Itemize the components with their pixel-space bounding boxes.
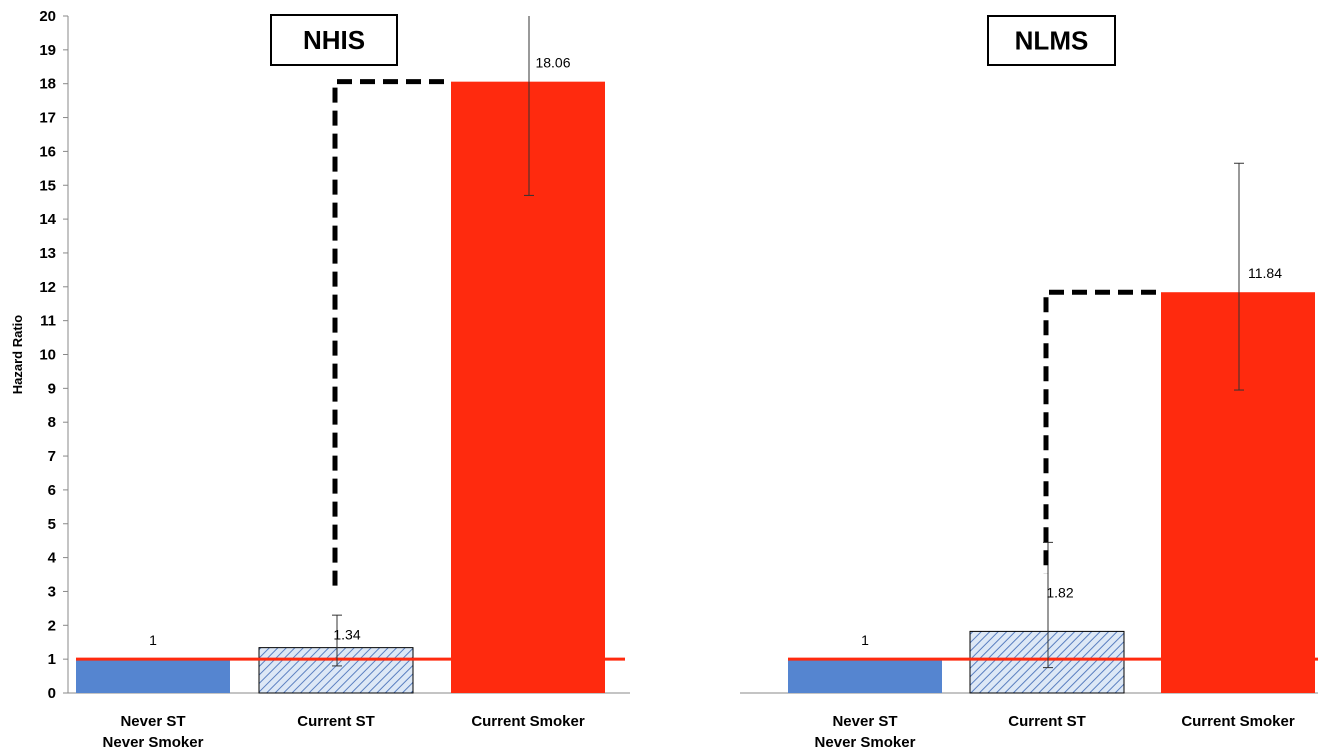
y-tick-label: 7 <box>48 448 56 465</box>
nhis-value-label-2: 1.34 <box>333 627 360 643</box>
y-axis-title: Hazard Ratio <box>10 315 25 395</box>
nhis-bar-2 <box>258 647 414 694</box>
nlms-category-label: Never ST <box>832 713 897 730</box>
panel-title-box <box>270 14 398 66</box>
y-tick-label: 15 <box>39 177 56 194</box>
y-tick-label: 13 <box>39 245 56 262</box>
panel-title-box <box>987 15 1116 66</box>
y-tick-label: 17 <box>39 110 56 127</box>
y-tick-label: 14 <box>39 211 56 228</box>
y-tick-label: 5 <box>48 516 56 533</box>
y-tick-label: 6 <box>48 482 56 499</box>
nhis-dashed-comparison <box>332 79 444 590</box>
nhis-bar-1 <box>76 659 230 693</box>
nlms-category-label: Current ST <box>1008 713 1086 730</box>
nlms-value-label-1: 1 <box>861 632 869 648</box>
y-tick-label: 19 <box>39 42 56 59</box>
nhis-bar-3 <box>451 81 605 693</box>
y-tick-label: 9 <box>48 380 56 397</box>
y-tick-label: 12 <box>39 279 56 296</box>
nhis-value-label-1: 1 <box>149 632 157 648</box>
nlms-bar-2 <box>969 630 1125 694</box>
nhis-category-label: Current ST <box>297 713 375 730</box>
x-axis-labels: Never ST Never Smoker Current ST Current Sm… <box>103 713 1295 751</box>
y-tick-label: 20 <box>39 8 56 25</box>
data-labels: 1 1.34 18.06 1 1.82 11.84 <box>149 55 1282 648</box>
y-tick-label: 3 <box>48 583 56 600</box>
nlms-value-label-3: 11.84 <box>1248 265 1282 281</box>
nhis-category-label: Current Smoker <box>471 713 585 730</box>
nhis-error-bar-3 <box>524 16 534 196</box>
panel-title-text: NLMS <box>1015 26 1089 56</box>
y-tick-label: 8 <box>48 414 56 431</box>
y-tick-label: 10 <box>39 347 56 364</box>
nhis-value-label-3: 18.06 <box>535 55 570 71</box>
nhis-category-label: Never Smoker <box>103 734 204 751</box>
y-tick-label: 11 <box>40 313 56 330</box>
nhis-error-bar-2 <box>332 614 342 667</box>
nhis-category-label: Never ST <box>120 713 185 730</box>
nlms-category-label: Never Smoker <box>815 734 916 751</box>
comparison-dashed-lines <box>332 79 1156 590</box>
nlms-bar-1 <box>788 659 942 693</box>
nlms-category-label: Current Smoker <box>1181 713 1295 730</box>
nlms-value-label-2: 1.82 <box>1046 584 1073 600</box>
panel-title-text: NHIS <box>303 25 365 55</box>
y-tick-label: 2 <box>48 617 56 634</box>
bars <box>76 81 1315 694</box>
nhis-panel-title: NHIS <box>270 14 398 66</box>
y-tick-label: 1 <box>48 651 56 668</box>
nlms-bar-3 <box>1161 292 1315 693</box>
nlms-panel-title: NLMS <box>987 15 1116 66</box>
nlms-dashed-comparison <box>1043 289 1156 574</box>
panel-titles: NHIS NLMS <box>270 14 1116 66</box>
y-tick-label: 0 <box>48 685 56 702</box>
y-tick-label: 16 <box>39 143 56 160</box>
y-tick-label: 4 <box>48 550 57 567</box>
nlms-error-bar-3 <box>1234 162 1244 391</box>
y-tick-label: 18 <box>39 76 56 93</box>
